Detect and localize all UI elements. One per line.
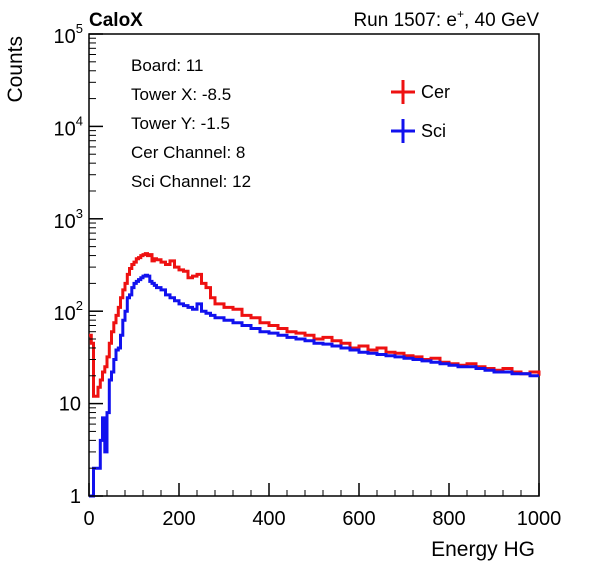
y-tick-label: 103: [54, 206, 83, 233]
info-block: Board: 11 Tower X: -8.5 Tower Y: -1.5 Ce…: [131, 56, 251, 191]
plot-frame: [88, 33, 540, 497]
info-board: Board: 11: [131, 56, 203, 75]
y-axis-ticks: 1 10 102 103 104 105: [54, 21, 103, 508]
title-right-sup: +: [457, 7, 464, 21]
x-tick-label: 600: [342, 508, 375, 530]
x-tick-label: 400: [252, 508, 285, 530]
x-tick-label: 1000: [517, 508, 562, 530]
info-sci-channel: Sci Channel: 12: [131, 172, 251, 191]
info-tower-y: Tower Y: -1.5: [131, 114, 230, 133]
y-tick-label: 104: [54, 113, 83, 140]
chart-title-left: CaloX: [89, 10, 143, 31]
info-cer-channel: Cer Channel: 8: [131, 143, 245, 162]
y-axis-label: Counts: [4, 36, 27, 103]
y-tick-label: 102: [54, 298, 83, 325]
legend: Cer Sci: [391, 80, 450, 143]
legend-label-cer: Cer: [421, 82, 450, 102]
legend-marker-sci: [391, 119, 415, 143]
y-tick-label: 105: [54, 21, 83, 48]
x-tick-label: 800: [432, 508, 465, 530]
title-right-suffix: , 40 GeV: [464, 10, 539, 31]
legend-marker-cer: [391, 80, 415, 104]
y-tick-label: 10: [59, 394, 81, 416]
legend-label-sci: Sci: [421, 121, 446, 141]
chart-title-right: Run 1507: e+, 40 GeV: [353, 7, 539, 31]
y-tick-label: 1: [70, 486, 81, 508]
x-tick-label: 0: [83, 508, 94, 530]
info-tower-x: Tower X: -8.5: [131, 85, 231, 104]
title-right-prefix: Run 1507: e: [353, 10, 457, 31]
x-tick-label: 200: [162, 508, 195, 530]
x-axis-label: Energy HG: [431, 538, 535, 561]
series-line-sci: [89, 273, 539, 498]
x-axis-ticks: 0 200 400 600 800 1000: [83, 483, 561, 530]
